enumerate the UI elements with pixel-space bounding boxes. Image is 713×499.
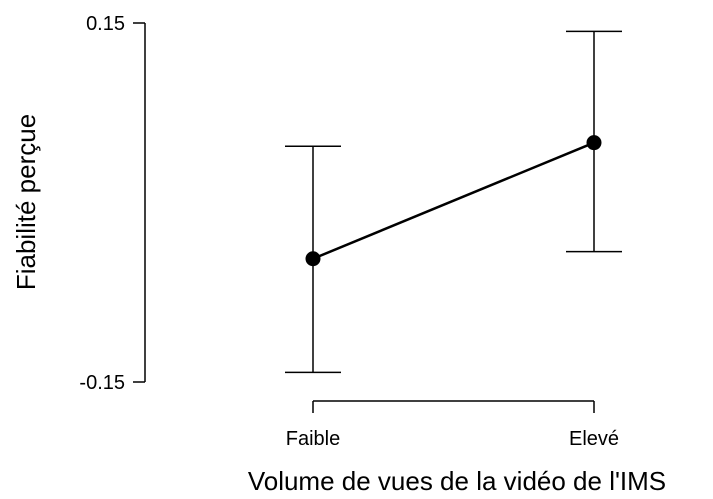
series-line xyxy=(312,141,595,260)
y-tick-label-top: 0.15 xyxy=(86,13,125,35)
axes: 0.15 -0.15 Faible Elevé Volume de vues d… xyxy=(11,13,666,496)
data-point-faible xyxy=(305,251,321,267)
y-axis-title: Fiabilité perçue xyxy=(11,114,41,290)
x-axis-title: Volume de vues de la vidéo de l'IMS xyxy=(248,466,666,496)
x-tick-label-faible: Faible xyxy=(286,428,340,450)
x-tick-label-eleve: Elevé xyxy=(569,428,619,450)
y-tick-label-bottom: -0.15 xyxy=(79,372,125,394)
data-point-eleve xyxy=(586,135,602,151)
plot-marks xyxy=(285,30,622,374)
